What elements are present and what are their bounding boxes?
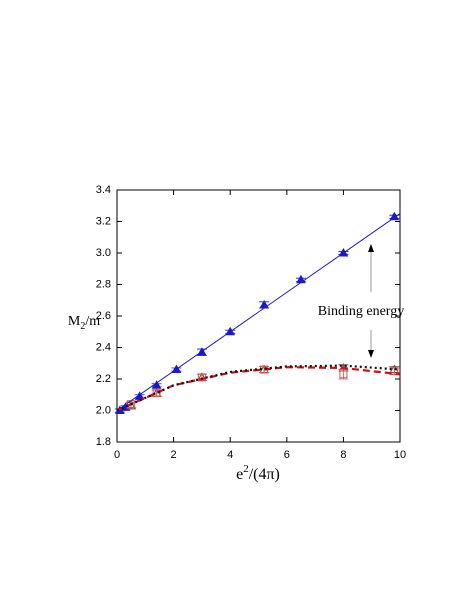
y-tick-label: 2.8 bbox=[96, 278, 111, 290]
fit-line bbox=[116, 366, 401, 412]
y-tick-label: 2.4 bbox=[96, 341, 111, 353]
x-axis-label: e2/(4π) bbox=[236, 463, 280, 483]
y-label-sub: 2 bbox=[80, 321, 85, 332]
x-tick-label: 0 bbox=[114, 449, 120, 461]
x-label-part: /(4π) bbox=[249, 466, 280, 483]
y-tick-label: 3.0 bbox=[96, 247, 111, 259]
x-tick-label: 6 bbox=[284, 449, 290, 461]
fit-line bbox=[116, 364, 401, 412]
y-tick-label: 3.2 bbox=[96, 215, 111, 227]
point bbox=[339, 370, 348, 379]
x-tick-label: 8 bbox=[340, 449, 346, 461]
y-tick-label: 2.2 bbox=[96, 373, 111, 385]
x-tick-label: 4 bbox=[227, 449, 233, 461]
point bbox=[389, 211, 400, 221]
point bbox=[296, 274, 306, 284]
y-label-part: /m bbox=[85, 314, 100, 329]
y-tick-label: 2.0 bbox=[96, 404, 111, 416]
x-tick-label: 10 bbox=[394, 449, 406, 461]
y-axis-label: M2/m bbox=[68, 314, 100, 332]
fit-line bbox=[116, 213, 401, 411]
y-label-part: M bbox=[68, 314, 81, 329]
point bbox=[152, 389, 161, 398]
x-label-sup: 2 bbox=[243, 463, 249, 475]
y-tick-label: 2.6 bbox=[96, 310, 111, 322]
point bbox=[390, 367, 399, 376]
x-tick-label: 2 bbox=[171, 449, 177, 461]
y-tick-label: 1.8 bbox=[96, 436, 111, 448]
annotation: Binding energy bbox=[318, 304, 404, 319]
y-tick-label: 3.4 bbox=[96, 184, 111, 196]
x-label-part: e bbox=[236, 466, 243, 483]
